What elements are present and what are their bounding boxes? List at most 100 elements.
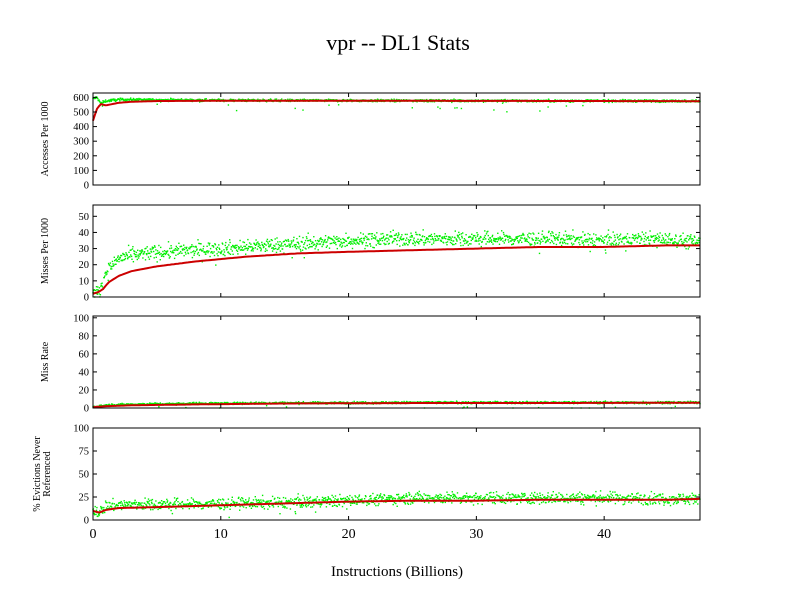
- sample-point: [397, 401, 400, 403]
- sample-point: [206, 250, 209, 252]
- sample-point: [507, 236, 509, 238]
- sample-point: [427, 101, 429, 103]
- sample-point: [257, 502, 259, 504]
- sample-point: [319, 243, 322, 245]
- sample-point: [302, 109, 304, 111]
- sample-point: [189, 502, 191, 504]
- sample-point: [602, 237, 604, 239]
- sample-point: [439, 235, 441, 237]
- sample-point: [268, 240, 271, 243]
- sample-point: [405, 239, 407, 241]
- sample-point: [187, 504, 190, 506]
- sample-point: [332, 239, 334, 241]
- sample-point: [246, 501, 248, 503]
- sample-point: [209, 242, 211, 245]
- sample-point: [170, 245, 172, 247]
- sample-point: [359, 498, 361, 501]
- sample-point: [531, 243, 533, 246]
- sample-point: [265, 501, 268, 504]
- sample-point: [381, 237, 383, 239]
- sample-point: [398, 233, 400, 236]
- sample-point: [291, 257, 293, 259]
- sample-point: [248, 497, 250, 499]
- sample-point: [105, 271, 108, 274]
- sample-point: [166, 251, 168, 253]
- sample-point: [173, 252, 175, 254]
- sample-point: [396, 243, 398, 246]
- sample-point: [260, 499, 262, 501]
- sample-point: [301, 506, 303, 508]
- sample-point: [177, 504, 180, 506]
- sample-point: [214, 98, 216, 101]
- sample-point: [159, 502, 161, 504]
- sample-point: [323, 497, 325, 500]
- sample-point: [599, 238, 601, 240]
- sample-point: [98, 287, 101, 289]
- sample-point: [255, 401, 257, 403]
- sample-point: [270, 499, 272, 502]
- sample-point: [205, 502, 207, 504]
- sample-point: [175, 254, 177, 256]
- sample-point: [479, 239, 481, 242]
- sample-point: [134, 253, 136, 256]
- sample-point: [235, 505, 237, 507]
- sample-point: [304, 504, 307, 507]
- sample-point: [642, 233, 645, 236]
- sample-point: [407, 239, 410, 241]
- sample-point: [125, 505, 127, 507]
- sample-point: [360, 237, 363, 240]
- sample-point: [664, 233, 666, 235]
- sample-point: [665, 234, 667, 237]
- sample-point: [346, 496, 348, 498]
- sample-point: [167, 253, 169, 256]
- sample-point: [131, 503, 134, 505]
- sample-point: [330, 500, 333, 502]
- sample-point: [276, 248, 279, 251]
- sample-point: [245, 253, 247, 255]
- sample-point: [159, 259, 161, 261]
- sample-point: [382, 232, 384, 235]
- sample-point: [692, 243, 694, 245]
- sample-point: [298, 235, 301, 238]
- sample-point: [207, 506, 210, 508]
- sample-point: [189, 98, 191, 100]
- sample-point: [374, 497, 376, 499]
- sample-point: [578, 239, 581, 241]
- sample-point: [365, 495, 367, 498]
- sample-point: [218, 247, 220, 249]
- sample-point: [314, 243, 316, 246]
- sample-point: [423, 236, 426, 238]
- sample-point: [366, 504, 368, 507]
- sample-point: [507, 239, 509, 241]
- sample-point: [237, 253, 239, 255]
- sample-point: [361, 243, 364, 245]
- sample-point: [255, 243, 258, 245]
- sample-point: [501, 237, 504, 240]
- sample-point: [476, 235, 479, 237]
- y-tick-label: 600: [73, 93, 89, 104]
- sample-point: [381, 498, 383, 500]
- sample-point: [104, 99, 107, 101]
- sample-point: [322, 401, 324, 403]
- sample-point: [347, 497, 350, 499]
- sample-point: [146, 500, 148, 503]
- sample-point: [283, 252, 285, 254]
- sample-point: [168, 503, 171, 505]
- sample-point: [647, 236, 650, 238]
- sample-point: [453, 98, 455, 100]
- sample-point: [504, 238, 507, 241]
- sample-point: [130, 98, 132, 101]
- sample-point: [239, 249, 242, 251]
- sample-point: [526, 401, 528, 403]
- sample-point: [596, 237, 598, 239]
- sample-point: [637, 233, 640, 235]
- sample-point: [528, 237, 531, 239]
- sample-point: [199, 501, 201, 504]
- sample-point: [353, 502, 356, 504]
- sample-point: [560, 238, 562, 240]
- sample-point: [146, 98, 148, 100]
- sample-point: [416, 233, 418, 236]
- sample-point: [392, 503, 394, 506]
- sample-point: [312, 401, 314, 403]
- sample-point: [145, 253, 148, 255]
